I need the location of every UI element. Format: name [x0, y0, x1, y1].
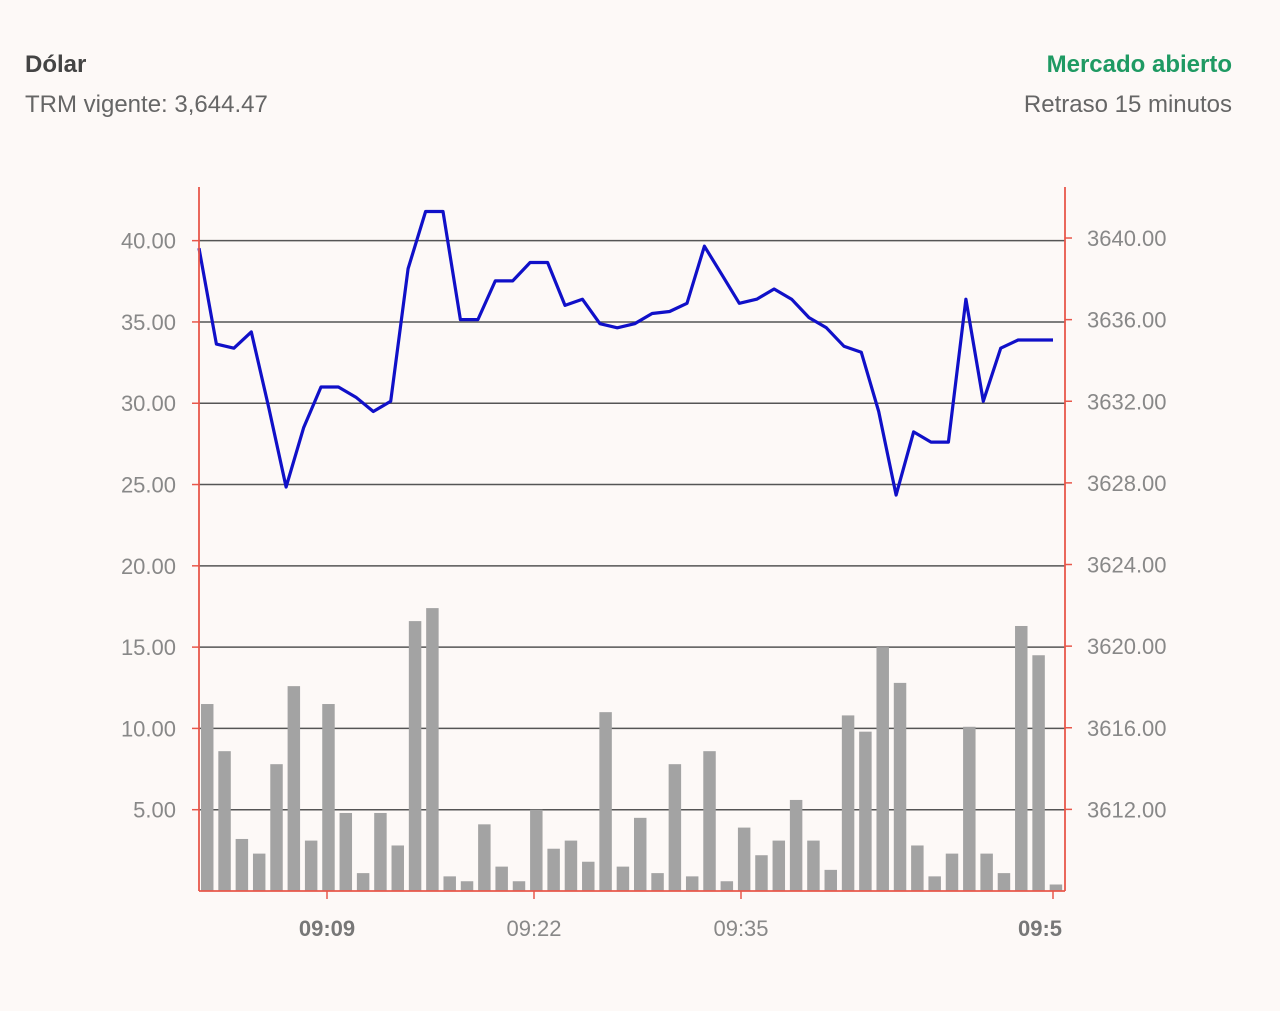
volume-bar	[755, 855, 768, 891]
volume-bar	[201, 704, 214, 891]
volume-bar	[1015, 625, 1028, 891]
volume-bar	[512, 881, 526, 891]
volume-bar	[530, 809, 543, 891]
tick-labels: 40.00 35.00 30.00 25.00 20.00 15.00 10.00 5.00 3…	[121, 226, 1167, 941]
y-left-tick-label: 25.00	[121, 473, 176, 498]
y-right-tick-label: 3636.00	[1087, 308, 1167, 333]
y-right-tick-label: 3640.00	[1087, 226, 1167, 251]
volume-bar	[460, 881, 474, 891]
volume-bar	[928, 876, 941, 891]
volume-bar	[945, 853, 959, 891]
volume-bar	[789, 799, 803, 891]
volume-bars	[201, 608, 1063, 891]
volume-bar	[270, 764, 283, 891]
volume-bar	[443, 876, 456, 891]
volume-bar	[876, 647, 889, 891]
volume-bar	[408, 621, 422, 891]
volume-bar	[807, 840, 820, 891]
volume-bar	[824, 869, 837, 891]
volume-bar	[720, 881, 734, 891]
y-right-tick-label: 3612.00	[1087, 797, 1167, 822]
volume-bar	[426, 608, 439, 891]
y-right-tick-label: 3624.00	[1087, 553, 1167, 578]
y-right-tick-label: 3616.00	[1087, 716, 1167, 741]
volume-bar	[911, 845, 924, 891]
volume-bar	[651, 873, 664, 891]
volume-bar	[599, 712, 612, 891]
volume-bar	[356, 873, 370, 891]
volume-bar	[235, 838, 249, 891]
volume-bar	[322, 704, 335, 891]
volume-bar	[495, 866, 508, 891]
y-left-tick-label: 35.00	[121, 310, 176, 335]
x-tick-label: 09:09	[299, 916, 355, 941]
volume-bar	[287, 686, 301, 891]
volume-bar	[980, 853, 993, 891]
y-right-tick-label: 3628.00	[1087, 471, 1167, 496]
y-left-tick-label: 5.00	[133, 798, 176, 823]
y-left-tick-label: 30.00	[121, 391, 176, 416]
volume-bar	[374, 812, 387, 891]
grid-lines	[199, 239, 1065, 811]
volume-bar	[339, 812, 353, 891]
volume-bar	[582, 861, 595, 891]
y-right-tick-label: 3632.00	[1087, 389, 1167, 414]
y-left-tick-label: 40.00	[121, 229, 176, 254]
volume-bar	[616, 866, 630, 891]
y-left-tick-label: 15.00	[121, 635, 176, 660]
asset-title: Dólar	[25, 51, 87, 78]
volume-bar	[859, 731, 872, 891]
trm-label: TRM vigente: 3,644.47	[25, 91, 268, 118]
price-series-line	[197, 209, 1053, 497]
volume-bar	[564, 840, 578, 891]
volume-bar	[772, 840, 786, 891]
volume-bar	[841, 715, 855, 891]
volume-bar	[963, 726, 976, 891]
y-right-tick-label: 3620.00	[1087, 634, 1167, 659]
delay-label: Retraso 15 minutos	[1023, 91, 1232, 118]
x-tick-label: 09:35	[713, 916, 768, 941]
market-status: Mercado abierto	[1046, 51, 1232, 78]
volume-bar	[218, 751, 231, 891]
volume-bar	[391, 845, 404, 891]
volume-bar	[547, 848, 560, 891]
volume-bar	[685, 876, 699, 891]
volume-bar	[703, 751, 716, 891]
volume-bar	[737, 827, 751, 891]
volume-bar	[668, 764, 682, 891]
y-left-tick-label: 20.00	[121, 554, 176, 579]
y-left-tick-label: 10.00	[121, 716, 176, 741]
volume-bar	[304, 840, 318, 891]
volume-bar	[252, 853, 266, 891]
volume-bar	[478, 824, 491, 891]
chart-axes	[192, 187, 1072, 899]
volume-bar	[1032, 655, 1045, 891]
volume-bar	[634, 817, 647, 891]
x-tick-label: 09:5	[1018, 916, 1062, 941]
volume-bar	[893, 682, 907, 891]
x-tick-label: 09:22	[506, 916, 561, 941]
volume-bar	[1049, 884, 1063, 891]
volume-bar	[997, 873, 1011, 891]
price-line	[197, 209, 1053, 497]
